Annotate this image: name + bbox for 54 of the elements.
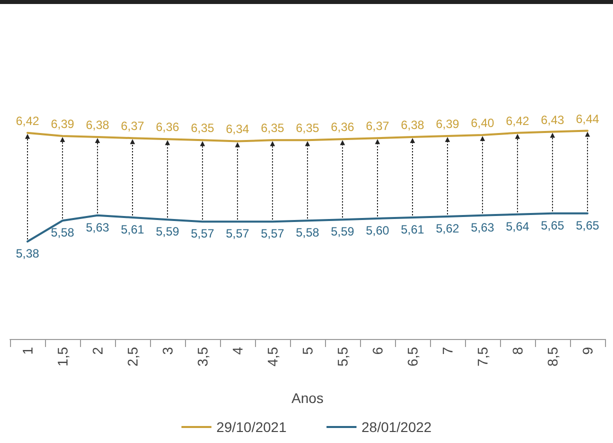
data-label: 5,62 (436, 221, 460, 236)
x-tick-label: 7,5 (474, 346, 490, 366)
x-tick-label: 3,5 (194, 346, 210, 366)
legend-label: 29/10/2021 (216, 419, 287, 435)
data-label: 5,38 (16, 246, 40, 261)
x-tick-label: 8 (510, 346, 526, 355)
x-tick-label: 4,5 (264, 346, 280, 366)
x-tick-label: 6,5 (404, 346, 420, 366)
data-label: 5,63 (470, 220, 494, 234)
data-label: 5,57 (260, 226, 284, 241)
data-label: 5,64 (506, 219, 530, 234)
data-label: 6,42 (506, 114, 530, 128)
data-label: 6,42 (16, 114, 40, 128)
data-label: 6,34 (226, 122, 250, 136)
x-tick-label: 2,5 (124, 346, 140, 366)
data-label: 5,61 (400, 222, 424, 236)
data-label: 6,43 (540, 112, 564, 127)
data-label: 5,57 (226, 226, 250, 241)
x-tick-label: 8,5 (544, 346, 560, 366)
data-label: 6,44 (576, 112, 600, 126)
data-label: 6,36 (330, 120, 354, 134)
data-label: 6,39 (436, 116, 460, 131)
data-label: 6,37 (366, 119, 390, 134)
data-label: 6,37 (120, 119, 144, 134)
x-tick-label: 4 (230, 346, 246, 355)
x-tick-label: 6 (370, 346, 386, 355)
x-tick-label: 5 (300, 346, 316, 355)
x-axis-title: Anos (292, 390, 324, 406)
x-tick-label: 2 (90, 346, 106, 355)
data-label: 6,38 (86, 118, 110, 132)
x-tick-label: 5,5 (334, 346, 350, 366)
data-label: 6,39 (50, 116, 74, 131)
x-tick-label: 1,5 (54, 346, 70, 366)
data-label: 5,65 (540, 218, 564, 232)
data-label: 6,35 (296, 121, 320, 136)
data-label: 5,58 (296, 226, 320, 240)
x-tick-label: 3 (160, 346, 176, 355)
data-label: 6,35 (260, 121, 284, 136)
data-label: 5,65 (576, 218, 600, 232)
x-tick-label: 9 (580, 346, 596, 355)
data-label: 6,38 (400, 118, 424, 132)
data-label: 6,35 (190, 121, 214, 136)
data-label: 6,36 (156, 120, 180, 134)
data-label: 5,60 (366, 224, 390, 238)
data-label: 5,57 (190, 226, 214, 241)
data-label: 6,40 (470, 116, 494, 130)
x-tick-label: 1 (20, 346, 36, 355)
data-label: 5,58 (50, 226, 74, 240)
data-label: 5,61 (120, 222, 144, 236)
x-tick-label: 7 (440, 346, 456, 355)
data-label: 5,59 (330, 224, 354, 239)
data-label: 5,63 (86, 220, 110, 234)
legend-label: 28/01/2022 (362, 419, 432, 435)
data-label: 5,59 (156, 224, 180, 239)
